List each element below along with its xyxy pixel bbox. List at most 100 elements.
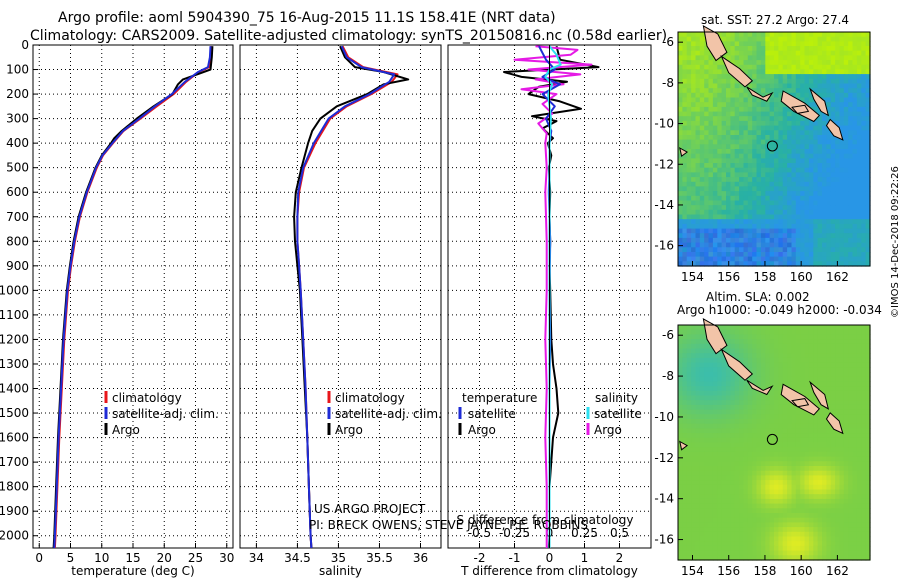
sst-map-cell: [865, 64, 871, 71]
sst-map-cell: [695, 186, 701, 192]
sla-map-cell: [795, 541, 801, 547]
sst-map-cell: [865, 32, 871, 38]
sla-map-cell: [778, 386, 784, 392]
sla-map-cell: [861, 541, 867, 547]
sst-map-cell: [730, 111, 736, 117]
sla-map-cell: [813, 423, 819, 429]
sla-map-cell: [717, 404, 723, 411]
sst-map-cell: [835, 102, 841, 108]
sst-map-cell: [848, 186, 854, 192]
sla-map-cell: [835, 339, 841, 345]
sla-map-cell: [712, 484, 718, 491]
sst-map-cell: [804, 181, 810, 188]
sla-map-cell: [817, 545, 823, 552]
sst-map-cell: [813, 55, 819, 61]
sla-map-cell: [739, 470, 745, 476]
sla-map-cell: [861, 508, 867, 514]
sla-map-cell: [782, 550, 788, 556]
sst-map-cell: [795, 200, 801, 206]
sst-map-cell: [734, 116, 740, 122]
sst-map-cell: [791, 261, 797, 267]
sst-map-cell: [856, 158, 862, 164]
sst-map-cell: [791, 83, 797, 89]
sla-map-cell: [682, 343, 688, 350]
sla-map-cell: [830, 531, 836, 538]
sla-map-cell: [695, 461, 701, 467]
sst-map-cell: [800, 205, 806, 211]
sla-map-cell: [695, 386, 701, 392]
sla-map-cell: [734, 470, 740, 476]
sst-map-cell: [712, 83, 718, 89]
sst-map-cell: [795, 153, 801, 159]
sst-map-cell: [817, 46, 823, 52]
sla-map-cell: [830, 386, 836, 392]
sst-map-cell: [726, 97, 731, 103]
sst-map-cell: [813, 125, 819, 131]
sst-map-cell: [695, 135, 701, 141]
sla-map-cell: [717, 541, 723, 547]
sst-map-cell: [721, 158, 727, 164]
sst-map-cell: [747, 223, 753, 230]
sst-map-cell: [778, 181, 784, 188]
sla-map-cell: [843, 419, 849, 425]
sla-map-cell: [730, 480, 736, 486]
sst-map-cell: [817, 214, 823, 220]
sla-map-cell: [822, 376, 827, 382]
sla-map-cell: [830, 395, 836, 401]
sla-map-cell: [730, 419, 736, 425]
sla-map-cell: [721, 362, 727, 368]
sst-map-cell: [682, 228, 688, 234]
sst-map-cell: [787, 116, 793, 122]
sst-map-cell: [743, 46, 749, 52]
sst-map-cell: [699, 32, 705, 38]
sla-map-cell: [704, 498, 710, 505]
sla-map-cell: [817, 456, 823, 462]
sla-map-cell: [726, 494, 731, 500]
sla-map-cell: [721, 545, 727, 552]
sla-map-cell: [712, 433, 718, 439]
sst-map-cell: [804, 209, 810, 216]
sla-map-cell: [712, 527, 718, 533]
sst-map-cell: [804, 205, 810, 211]
depth-tick-label: 300: [6, 112, 29, 126]
sla-map-cell: [817, 386, 823, 392]
sst-map-cell: [852, 78, 858, 85]
sst-map-cell: [726, 219, 731, 225]
sla-map-ytick-label: -6: [662, 328, 674, 342]
sst-map-cell: [774, 92, 779, 99]
sst-map-cell: [782, 261, 788, 267]
sla-map-cell: [752, 536, 758, 542]
sla-map-cell: [856, 550, 862, 556]
sla-map-cell: [808, 376, 814, 382]
sst-map-cell: [843, 191, 849, 197]
sst-map-cell: [774, 88, 779, 94]
sst-map-cell: [747, 233, 753, 239]
sst-map-cell: [721, 214, 727, 220]
sst-map-cell: [734, 144, 740, 150]
sst-map-cell: [760, 247, 766, 253]
sst-map-cell: [756, 111, 762, 117]
sla-map-cell: [678, 419, 683, 425]
sst-map-cell: [695, 46, 701, 52]
sst-map-cell: [817, 88, 823, 94]
sla-map-cell: [721, 536, 727, 542]
sst-map-cell: [708, 247, 714, 253]
sla-map-cell: [839, 419, 845, 425]
sla-map-cell: [778, 498, 784, 505]
sla-map-cell: [808, 498, 814, 505]
sst-map-cell: [730, 97, 736, 103]
sst-map-cell: [743, 116, 749, 122]
sla-map-cell: [721, 386, 727, 392]
sst-map-cell: [843, 32, 849, 38]
sst-map-cell: [734, 200, 740, 206]
sla-map-cell: [808, 433, 814, 439]
sla-map-cell: [830, 527, 836, 533]
sst-map-cell: [712, 247, 718, 253]
sst-map-cell: [682, 195, 688, 202]
sla-map-cell: [686, 428, 692, 434]
sst-map-cell: [822, 130, 827, 136]
sla-map-cell: [848, 419, 854, 425]
sst-map-cell: [752, 181, 758, 188]
sla-map-cell: [678, 531, 683, 538]
sst-map-cell: [682, 36, 688, 42]
